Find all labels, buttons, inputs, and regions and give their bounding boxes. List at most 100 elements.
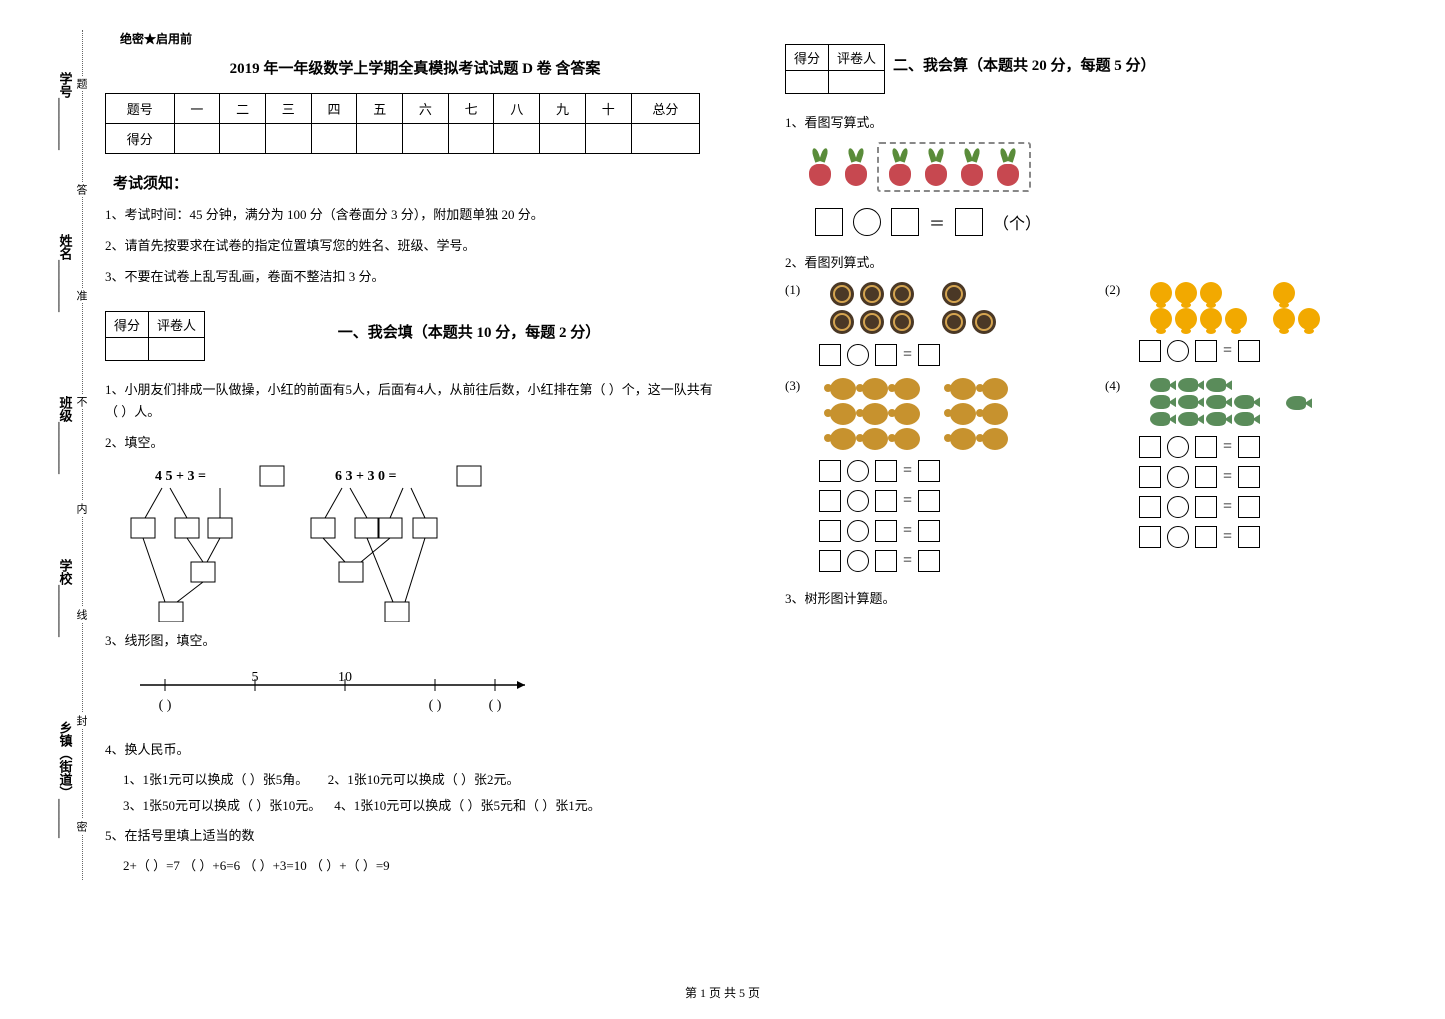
side-label[interactable]: 乡镇（街道）______ [56, 721, 75, 838]
soccer-icon [830, 310, 854, 334]
eq-op-input[interactable] [847, 344, 869, 366]
score-cell[interactable] [585, 124, 631, 154]
eq-box-input[interactable] [918, 520, 940, 542]
side-label[interactable]: 学号________ [56, 72, 75, 150]
equation-line: = [819, 460, 1085, 482]
notice-item: 1、考试时间：45 分钟，满分为 100 分（含卷面分 3 分），附加题单独 2… [105, 205, 725, 226]
eq-box-input[interactable] [891, 208, 919, 236]
eq-box-input[interactable] [918, 344, 940, 366]
numline-blank[interactable]: ( ) [159, 698, 172, 713]
radish-icon [957, 148, 987, 186]
eq-op-input[interactable] [853, 208, 881, 236]
eq-box-input[interactable] [1139, 466, 1161, 488]
eq-box-input[interactable] [1238, 526, 1260, 548]
eval-cell[interactable] [786, 71, 829, 94]
score-cell[interactable] [631, 124, 700, 154]
panel-4: (4) = = = = [1105, 378, 1405, 572]
eq-box-input[interactable] [1195, 496, 1217, 518]
eq-box-input[interactable] [819, 460, 841, 482]
right-column: 得分评卷人 二、我会算（本题共 20 分，每题 5 分） 1、看图写算式。 ＝ [785, 30, 1405, 885]
eq-box-input[interactable] [1238, 340, 1260, 362]
eq-box-input[interactable] [819, 520, 841, 542]
equals-sign: = [1223, 498, 1232, 516]
side-label[interactable]: 姓名________ [56, 234, 75, 312]
eq-op-input[interactable] [1167, 466, 1189, 488]
eq-op-input[interactable] [1167, 436, 1189, 458]
eq-op-input[interactable] [847, 490, 869, 512]
eq-op-input[interactable] [1167, 526, 1189, 548]
score-cell[interactable] [174, 124, 220, 154]
equation-line: = [819, 344, 1085, 366]
q1-text: 1、小朋友们排成一队做操，小红的前面有5人，后面有4人，从前往后数，小红排在第（… [105, 379, 725, 423]
notice-item: 2、请首先按要求在试卷的指定位置填写您的姓名、班级、学号。 [105, 236, 725, 257]
panels-grid: (1) = [785, 282, 1405, 572]
eq-box-input[interactable] [918, 460, 940, 482]
numline-blank[interactable]: ( ) [429, 698, 442, 713]
equation-line: = [1139, 526, 1405, 548]
eq-box-input[interactable] [819, 550, 841, 572]
numline-blank[interactable]: ( ) [489, 698, 502, 713]
eq-box-input[interactable] [1139, 436, 1161, 458]
q4-item: 2、1张10元可以换成（ ）张2元。 [328, 772, 520, 787]
score-cell[interactable] [311, 124, 357, 154]
eq-box-input[interactable] [875, 460, 897, 482]
score-th: 二 [220, 94, 266, 124]
side-label[interactable]: 学校________ [56, 559, 75, 637]
eval-cell[interactable] [106, 338, 149, 361]
eq-box-input[interactable] [1238, 496, 1260, 518]
score-cell[interactable] [540, 124, 586, 154]
eq-box-input[interactable] [815, 208, 843, 236]
eq-op-input[interactable] [847, 520, 869, 542]
score-cell[interactable] [494, 124, 540, 154]
eval-cell[interactable] [829, 71, 885, 94]
eq-op-input[interactable] [1167, 340, 1189, 362]
eq-box-input[interactable] [1195, 436, 1217, 458]
score-th: 题号 [106, 94, 175, 124]
turtle-icon [982, 403, 1008, 425]
s2q3-text: 3、树形图计算题。 [785, 588, 1405, 610]
score-cell[interactable] [220, 124, 266, 154]
eq-box-input[interactable] [1139, 526, 1161, 548]
soccer-icon [942, 282, 966, 306]
score-th: 八 [494, 94, 540, 124]
eq-box-input[interactable] [1195, 526, 1217, 548]
eq-box-input[interactable] [875, 520, 897, 542]
turtle-icon [862, 428, 888, 450]
fish-group-left [1150, 378, 1260, 426]
fish-icon [1178, 395, 1204, 409]
equals-sign: = [1223, 528, 1232, 546]
eq-box-input[interactable] [918, 550, 940, 572]
eq-box-input[interactable] [819, 490, 841, 512]
eq-op-input[interactable] [847, 550, 869, 572]
eq-op-input[interactable] [1167, 496, 1189, 518]
eq-box-input[interactable] [1139, 340, 1161, 362]
notice-list: 1、考试时间：45 分钟，满分为 100 分（含卷面分 3 分），附加题单独 2… [105, 205, 725, 287]
eq-box-input[interactable] [1238, 436, 1260, 458]
eq-box-input[interactable] [819, 344, 841, 366]
eq-op-input[interactable] [847, 460, 869, 482]
score-cell[interactable] [265, 124, 311, 154]
eq-box-input[interactable] [955, 208, 983, 236]
score-cell[interactable] [448, 124, 494, 154]
seal-marker: 准 [73, 288, 89, 303]
eq-box-input[interactable] [918, 490, 940, 512]
eq-box-input[interactable] [1195, 340, 1217, 362]
score-cell[interactable] [357, 124, 403, 154]
eval-score-label: 得分 [106, 312, 149, 338]
eq-box-input[interactable] [875, 344, 897, 366]
eq-box-input[interactable] [1238, 466, 1260, 488]
side-label[interactable]: 班级________ [56, 396, 75, 474]
q5-text: 5、在括号里填上适当的数 [105, 825, 725, 847]
turtle-icon [894, 428, 920, 450]
chick-icon [1273, 308, 1295, 330]
radish-icon [921, 148, 951, 186]
score-cell[interactable] [403, 124, 449, 154]
equals-sign: = [903, 492, 912, 510]
eq-box-input[interactable] [875, 490, 897, 512]
equation-line: = [1139, 340, 1405, 362]
eq-box-input[interactable] [875, 550, 897, 572]
eq-box-input[interactable] [1139, 496, 1161, 518]
score-th: 总分 [631, 94, 700, 124]
eq-box-input[interactable] [1195, 466, 1217, 488]
eval-cell[interactable] [149, 338, 205, 361]
